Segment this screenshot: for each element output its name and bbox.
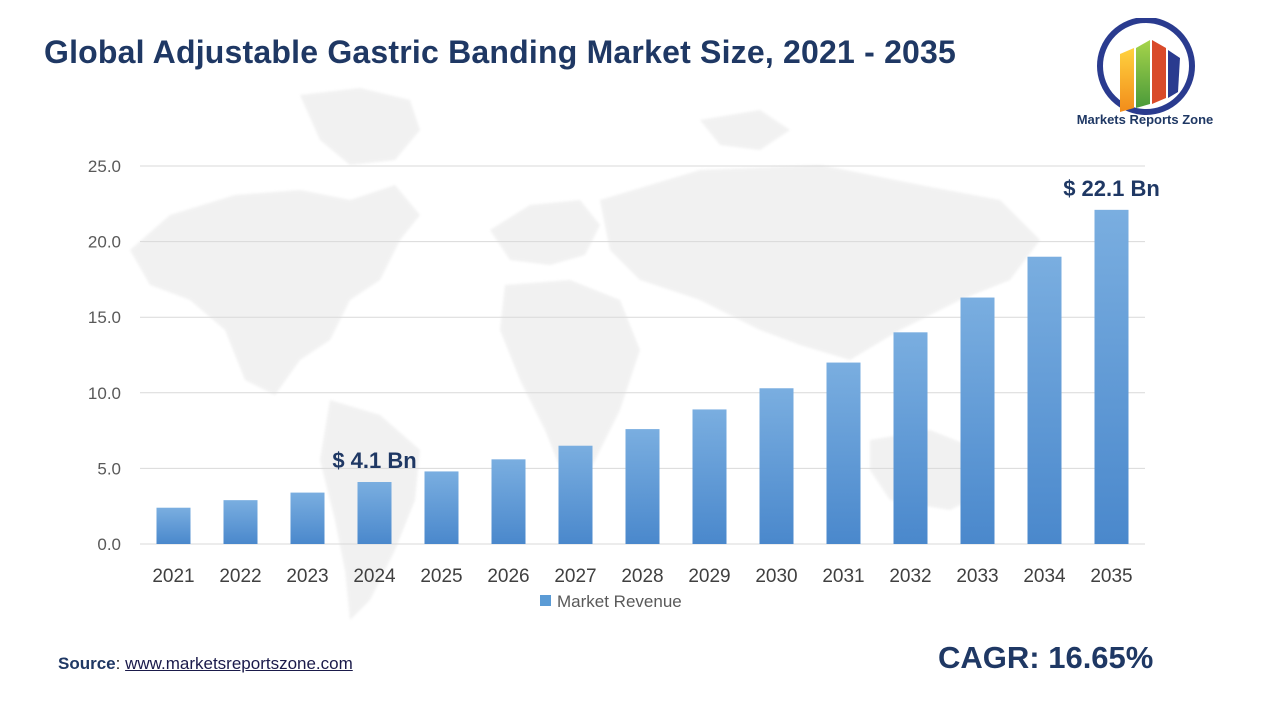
y-tick-label: 20.0 bbox=[88, 233, 121, 252]
x-tick-label: 2026 bbox=[487, 566, 529, 587]
bar-2024 bbox=[357, 482, 392, 544]
bar-2023 bbox=[290, 492, 325, 544]
source-label: Source bbox=[58, 654, 116, 673]
bar-2035 bbox=[1094, 209, 1129, 544]
annotation-2024: $ 4.1 Bn bbox=[332, 448, 416, 473]
x-tick-label: 2035 bbox=[1090, 566, 1132, 587]
bar-2030 bbox=[759, 388, 794, 544]
y-tick-label: 10.0 bbox=[88, 384, 121, 403]
x-tick-label: 2022 bbox=[219, 566, 261, 587]
x-tick-label: 2033 bbox=[956, 566, 998, 587]
bars bbox=[156, 209, 1129, 544]
annotation-2035: $ 22.1 Bn bbox=[1063, 176, 1160, 201]
x-tick-label: 2029 bbox=[688, 566, 730, 587]
x-axis-tick-labels: 2021 2022 2023 2024 2025 2026 2027 2028 2029 2030… bbox=[152, 566, 1132, 587]
y-tick-label: 0.0 bbox=[97, 535, 121, 554]
cagr-label: CAGR: 16.65% bbox=[938, 640, 1154, 675]
bar-2031 bbox=[826, 362, 861, 544]
legend: Market Revenue bbox=[540, 592, 682, 612]
x-tick-label: 2028 bbox=[621, 566, 663, 587]
x-tick-label: 2032 bbox=[889, 566, 931, 587]
x-tick-label: 2021 bbox=[152, 566, 194, 587]
x-tick-label: 2023 bbox=[286, 566, 328, 587]
bar-2029 bbox=[692, 409, 727, 544]
bar-2021 bbox=[156, 507, 191, 544]
source-separator: : bbox=[115, 654, 126, 673]
x-tick-label: 2034 bbox=[1023, 566, 1066, 587]
bar-2022 bbox=[223, 500, 258, 544]
logo-text: Markets Reports Zone bbox=[1076, 112, 1214, 127]
y-tick-label: 5.0 bbox=[97, 459, 121, 478]
source-link[interactable]: www.marketsreportszone.com bbox=[125, 654, 353, 673]
bar-2027 bbox=[558, 445, 593, 544]
legend-label: Market Revenue bbox=[557, 592, 682, 611]
chart-title: Global Adjustable Gastric Banding Market… bbox=[44, 34, 957, 70]
logo bbox=[1066, 17, 1226, 133]
legend-swatch bbox=[540, 595, 551, 606]
bar-2032 bbox=[893, 332, 928, 544]
x-tick-label: 2024 bbox=[353, 566, 396, 587]
y-tick-label: 15.0 bbox=[88, 308, 121, 327]
x-tick-label: 2027 bbox=[554, 566, 596, 587]
source-note: Source: www.marketsreportszone.com bbox=[58, 654, 353, 674]
x-tick-label: 2031 bbox=[822, 566, 864, 587]
x-tick-label: 2025 bbox=[420, 566, 462, 587]
world-map-background bbox=[130, 88, 1040, 620]
x-tick-label: 2030 bbox=[755, 566, 797, 587]
bar-2026 bbox=[491, 459, 526, 544]
bar-2025 bbox=[424, 471, 459, 544]
data-annotations: $ 4.1 Bn $ 22.1 Bn bbox=[332, 176, 1159, 473]
bar-2028 bbox=[625, 429, 660, 544]
logo-icon bbox=[1097, 17, 1195, 115]
bar-2033 bbox=[960, 297, 995, 544]
y-tick-label: 25.0 bbox=[88, 157, 121, 176]
y-axis-tick-labels: 0.0 5.0 10.0 15.0 20.0 25.0 bbox=[88, 157, 121, 554]
bar-2034 bbox=[1027, 256, 1062, 544]
